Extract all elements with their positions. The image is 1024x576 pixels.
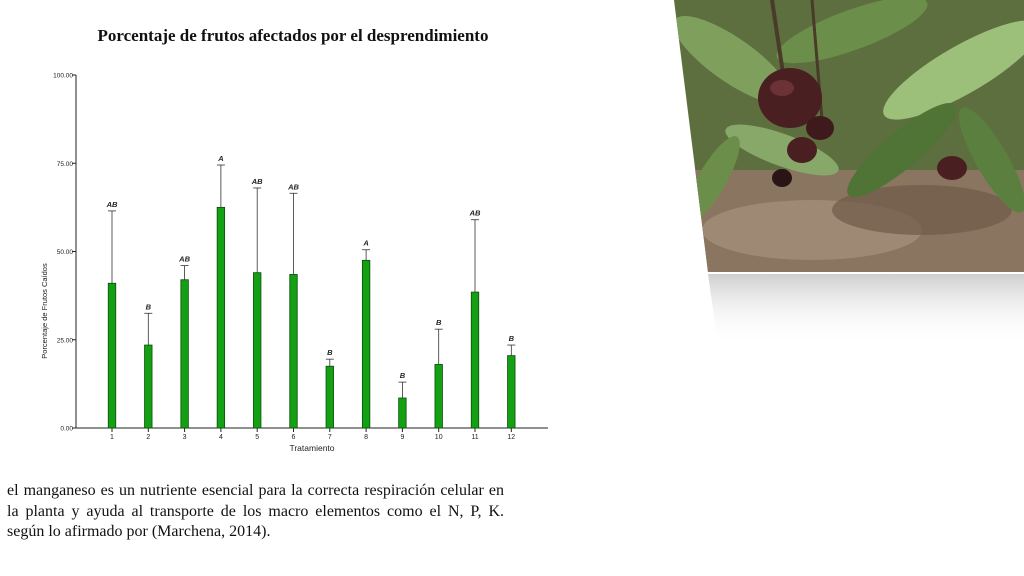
bar xyxy=(507,355,516,429)
x-tick-label: 3 xyxy=(183,434,187,441)
y-tick-label: 100.00 xyxy=(53,73,73,80)
x-tick-label: 4 xyxy=(219,434,223,441)
bar xyxy=(144,344,153,429)
body-paragraph: el manganeso es un nutriente esencial pa… xyxy=(7,482,504,540)
bar xyxy=(470,291,480,429)
significance-letter: B xyxy=(327,348,333,357)
avocado-photo xyxy=(674,0,1024,345)
bar xyxy=(253,272,262,429)
bar xyxy=(107,282,117,429)
x-tick-label: 5 xyxy=(255,434,259,441)
bar xyxy=(180,279,189,429)
x-tick-label: 6 xyxy=(292,434,296,441)
x-tick-label: 8 xyxy=(364,434,368,441)
x-tick-label: 12 xyxy=(507,434,515,441)
x-tick-label: 1 xyxy=(110,434,114,441)
significance-letter: B xyxy=(146,302,152,311)
bar xyxy=(434,364,443,429)
significance-letter: AB xyxy=(251,177,263,186)
x-tick-label: 10 xyxy=(435,434,443,441)
y-axis-label: Porcentaje de Frutos Caídos xyxy=(40,263,49,359)
y-tick-label: 0.00 xyxy=(60,426,73,433)
significance-letter: A xyxy=(362,239,368,248)
y-tick-label: 75.00 xyxy=(57,161,74,168)
significance-letter: AB xyxy=(469,209,481,218)
bar xyxy=(325,365,334,429)
x-tick-label: 2 xyxy=(146,434,150,441)
significance-letter: A xyxy=(217,154,223,163)
significance-letter: B xyxy=(436,318,442,327)
slide-title: Porcentaje de frutos afectados por el de… xyxy=(97,26,489,45)
significance-letter: AB xyxy=(106,200,118,209)
significance-letter: B xyxy=(509,334,515,343)
bar xyxy=(398,397,407,429)
y-tick-label: 50.00 xyxy=(57,249,74,256)
x-tick-label: 7 xyxy=(328,434,332,441)
y-tick-label: 25.00 xyxy=(57,337,74,344)
bar xyxy=(216,206,226,429)
x-tick-label: 9 xyxy=(400,434,404,441)
significance-letter: AB xyxy=(178,255,190,264)
significance-letter: B xyxy=(400,371,406,380)
bar xyxy=(361,259,371,429)
bar xyxy=(289,274,298,429)
significance-letter: AB xyxy=(287,182,299,191)
x-axis-label: Tratamiento xyxy=(289,443,334,453)
x-tick-label: 11 xyxy=(471,434,478,441)
